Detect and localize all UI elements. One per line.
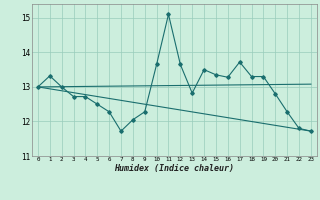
- X-axis label: Humidex (Indice chaleur): Humidex (Indice chaleur): [115, 164, 234, 173]
